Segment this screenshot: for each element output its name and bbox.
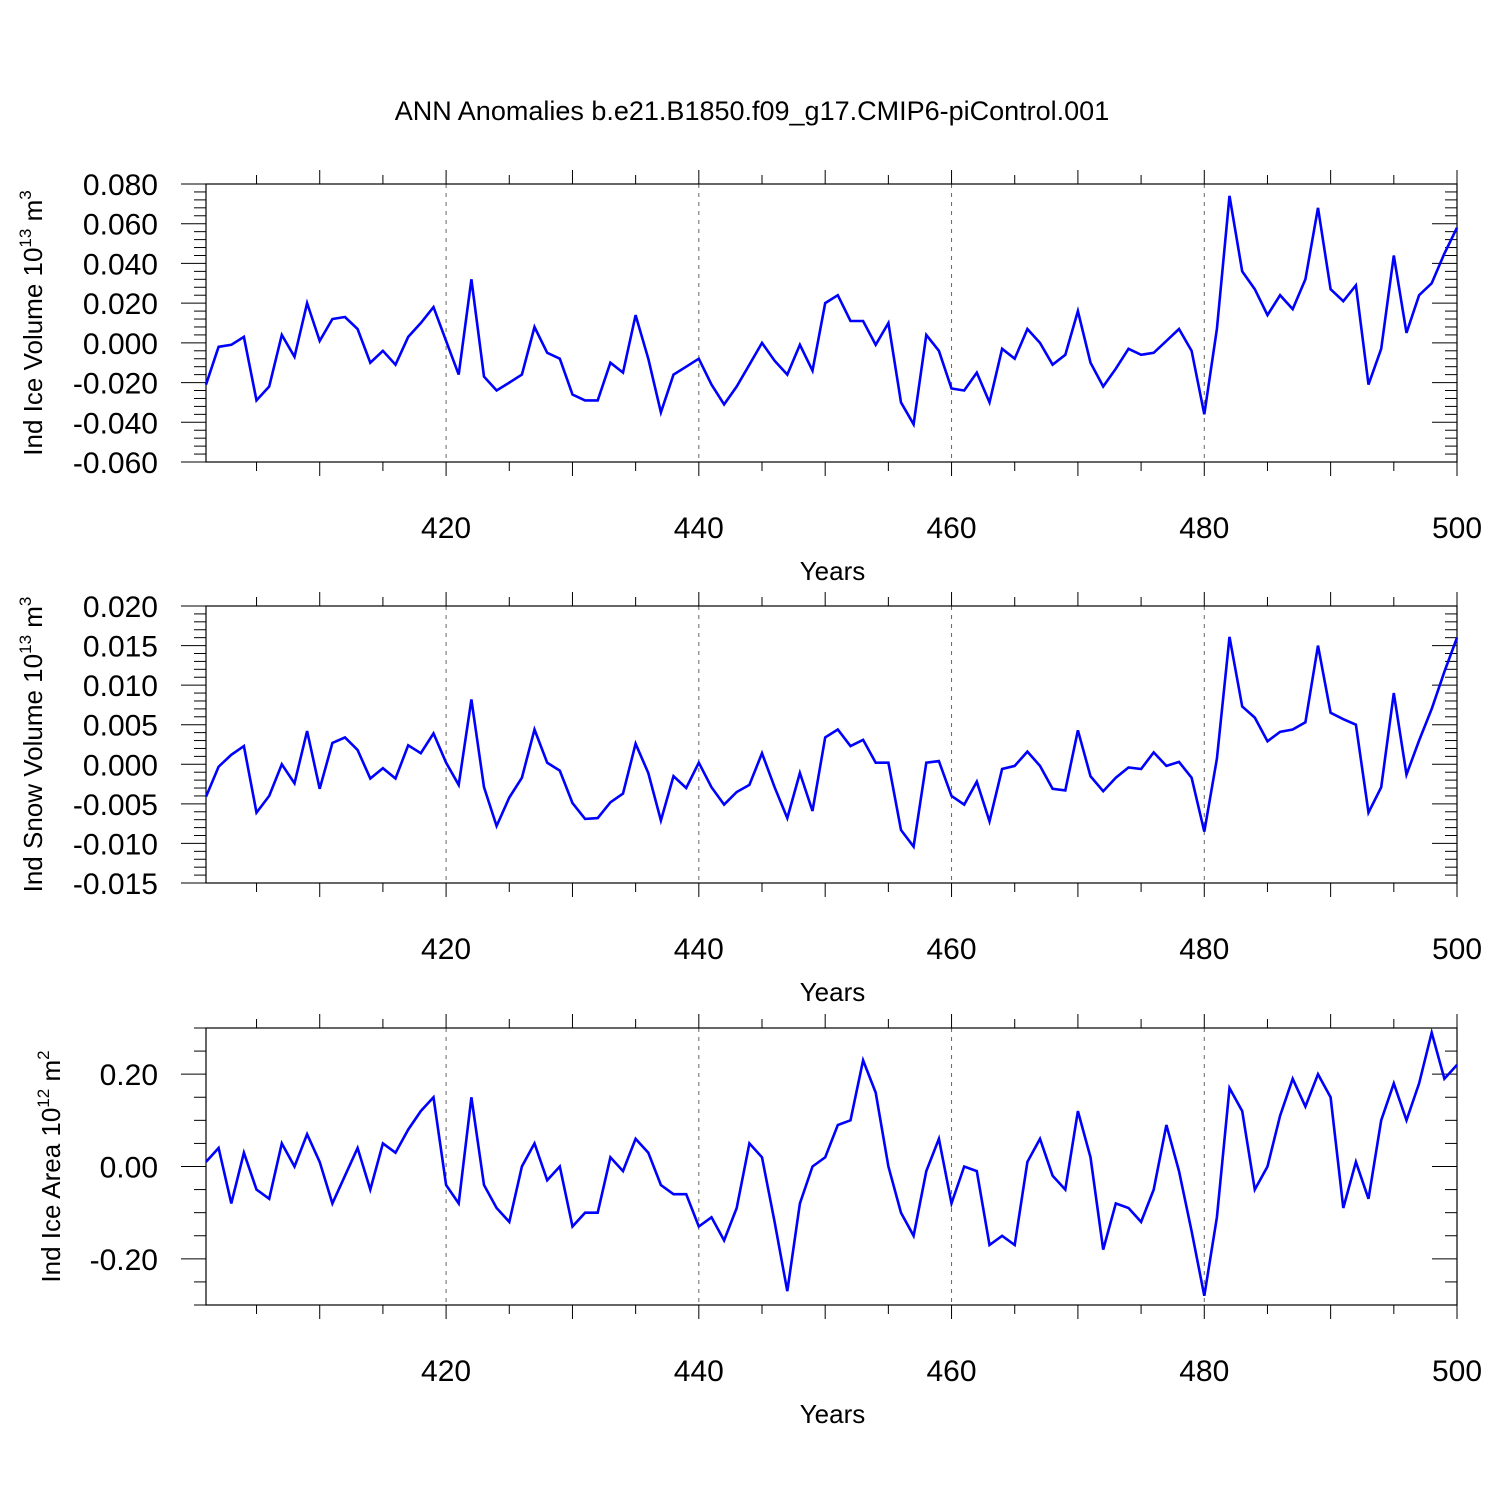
y-tick-label: -0.020 bbox=[73, 368, 158, 401]
y-tick-label: 0.20 bbox=[100, 1059, 158, 1092]
y-tick-label: 0.040 bbox=[83, 248, 158, 281]
y-tick-label: 0.000 bbox=[83, 749, 158, 782]
y-axis-label: Ind Ice Volume 1013 m3 bbox=[16, 190, 48, 455]
panel-2: 420 440 460 480 500 Years -0.015 -0.010 -0.005 0.… bbox=[16, 591, 1482, 1007]
x-tick-label: 460 bbox=[927, 933, 977, 966]
y-tick-label: -0.005 bbox=[73, 789, 158, 822]
y-axis-label: Ind Snow Volume 1013 m3 bbox=[16, 597, 48, 893]
panel-1: 420 440 460 480 500 Years -0.060 -0.040 -0.020 0.… bbox=[16, 169, 1482, 586]
y-tick-label: -0.015 bbox=[73, 868, 158, 901]
chart-title: ANN Anomalies b.e21.B1850.f09_g17.CMIP6-… bbox=[395, 96, 1109, 126]
y-axis-label: Ind Ice Area 1012 m2 bbox=[34, 1050, 66, 1282]
plot-frame bbox=[205, 605, 1458, 884]
y-tick-label: 0.020 bbox=[83, 288, 158, 321]
x-tick-label: 440 bbox=[674, 1355, 724, 1388]
x-tick-label: 480 bbox=[1179, 933, 1229, 966]
x-tick-label: 420 bbox=[421, 512, 471, 545]
x-tick-label: 480 bbox=[1179, 1355, 1229, 1388]
y-tick-label: 0.020 bbox=[83, 591, 158, 624]
plot-frame bbox=[205, 183, 1458, 463]
panel-3: 420 440 460 480 500 Years -0.20 0.00 0.20 Ind Ice… bbox=[34, 1014, 1482, 1429]
y-tick-label: -0.20 bbox=[90, 1244, 158, 1277]
series-line bbox=[205, 1027, 1458, 1297]
series-line bbox=[204, 636, 1459, 850]
y-tick-label: -0.010 bbox=[73, 828, 158, 861]
y-tick-label: -0.060 bbox=[73, 447, 158, 480]
x-tick-label: 460 bbox=[927, 1355, 977, 1388]
y-tick-label: 0.080 bbox=[83, 169, 158, 202]
y-tick-label: 0.005 bbox=[83, 710, 158, 743]
x-tick-label: 440 bbox=[674, 933, 724, 966]
y-tick-label: 0.010 bbox=[83, 670, 158, 703]
x-axis-label: Years bbox=[800, 1399, 866, 1429]
x-tick-label: 420 bbox=[421, 933, 471, 966]
x-axis-label: Years bbox=[800, 556, 866, 586]
y-tick-label: 0.060 bbox=[83, 209, 158, 242]
x-tick-label: 440 bbox=[674, 512, 724, 545]
plot-frame bbox=[205, 1027, 1458, 1306]
x-tick-label: 500 bbox=[1432, 1355, 1482, 1388]
series-line bbox=[204, 195, 1459, 429]
x-tick-label: 460 bbox=[927, 512, 977, 545]
y-tick-label: 0.000 bbox=[83, 328, 158, 361]
x-tick-label: 480 bbox=[1179, 512, 1229, 545]
x-tick-label: 500 bbox=[1432, 933, 1482, 966]
y-tick-label: -0.040 bbox=[73, 407, 158, 440]
x-tick-label: 500 bbox=[1432, 512, 1482, 545]
y-tick-label: 0.015 bbox=[83, 631, 158, 664]
y-tick-label: 0.00 bbox=[100, 1152, 158, 1185]
x-axis-label: Years bbox=[800, 977, 866, 1007]
x-tick-label: 420 bbox=[421, 1355, 471, 1388]
